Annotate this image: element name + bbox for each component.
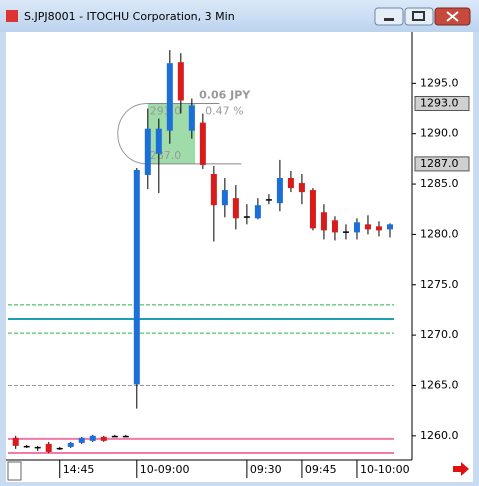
candle-body: [100, 436, 107, 441]
annotation-upper: 293.0: [150, 104, 182, 117]
scroll-box[interactable]: [7, 461, 22, 481]
candle-body: [364, 224, 371, 230]
annotation-percent: 0.47 %: [205, 104, 243, 117]
candle-body: [375, 226, 382, 231]
price-marker-box: [414, 95, 470, 111]
candle-body: [155, 128, 162, 154]
candle-body: [298, 183, 305, 193]
minimize-icon: [384, 18, 394, 21]
x-tick-label: 09:45: [305, 463, 337, 476]
x-tick-label: 14:45: [63, 463, 95, 476]
candle-body: [243, 216, 250, 218]
candle-body: [122, 435, 129, 438]
candle-body: [133, 169, 140, 385]
candle-body: [144, 128, 151, 175]
y-tick-label: 1280.0: [420, 227, 459, 240]
y-tick-label: 1295.0: [420, 76, 459, 89]
candle-body: [12, 437, 19, 446]
candle-body: [210, 173, 217, 206]
candle-body: [78, 437, 85, 443]
annotation-change: 0.06 JPY: [199, 88, 251, 101]
price-marker-label: 1293.0: [420, 96, 459, 109]
candle-body: [276, 178, 283, 204]
app-icon: [6, 10, 18, 22]
candle-body: [232, 198, 239, 219]
candle-body: [353, 222, 360, 233]
price-marker-box: [414, 156, 470, 172]
chart-area: [6, 32, 473, 482]
candle-body: [287, 178, 294, 189]
candle-body: [309, 190, 316, 229]
candle-body: [386, 224, 393, 230]
x-tick-label: 10-10:00: [360, 463, 410, 476]
y-tick-label: 1265.0: [420, 378, 459, 391]
candle-body: [320, 212, 327, 231]
candle-body: [23, 445, 30, 448]
candle-body: [254, 205, 261, 219]
maximize-icon: [412, 11, 425, 21]
candle-body: [188, 105, 195, 131]
x-tick-label: 10-09:00: [140, 463, 190, 476]
y-tick-label: 1270.0: [420, 328, 459, 341]
close-icon: [446, 11, 459, 22]
candle-body: [67, 442, 74, 447]
candle-body: [199, 122, 206, 165]
candle-body: [265, 199, 272, 201]
annotation-arc: [117, 102, 148, 165]
y-tick-label: 1260.0: [420, 429, 459, 442]
window-title: S.JPJ8001 - ITOCHU Corporation, 3 Min: [24, 10, 235, 23]
minimize-button[interactable]: [374, 7, 404, 26]
scroll-arrow[interactable]: [453, 462, 469, 476]
candle-body: [331, 220, 338, 233]
candle-body: [34, 446, 41, 449]
candle-body: [177, 62, 184, 101]
price-marker-label: 1287.0: [420, 157, 459, 170]
candle-body: [56, 447, 63, 450]
y-tick-label: 1285.0: [420, 177, 459, 190]
candle-body: [342, 231, 349, 233]
y-tick-label: 1275.0: [420, 278, 459, 291]
maximize-button[interactable]: [404, 7, 434, 26]
candle-body: [221, 190, 228, 206]
candle-body: [166, 63, 173, 131]
y-tick-label: 1290.0: [420, 127, 459, 140]
candle-body: [111, 435, 118, 438]
candle-body: [89, 435, 96, 441]
x-tick-label: 09:30: [250, 463, 282, 476]
annotation-lower: 287.0: [150, 149, 182, 162]
candle-body: [45, 443, 52, 452]
